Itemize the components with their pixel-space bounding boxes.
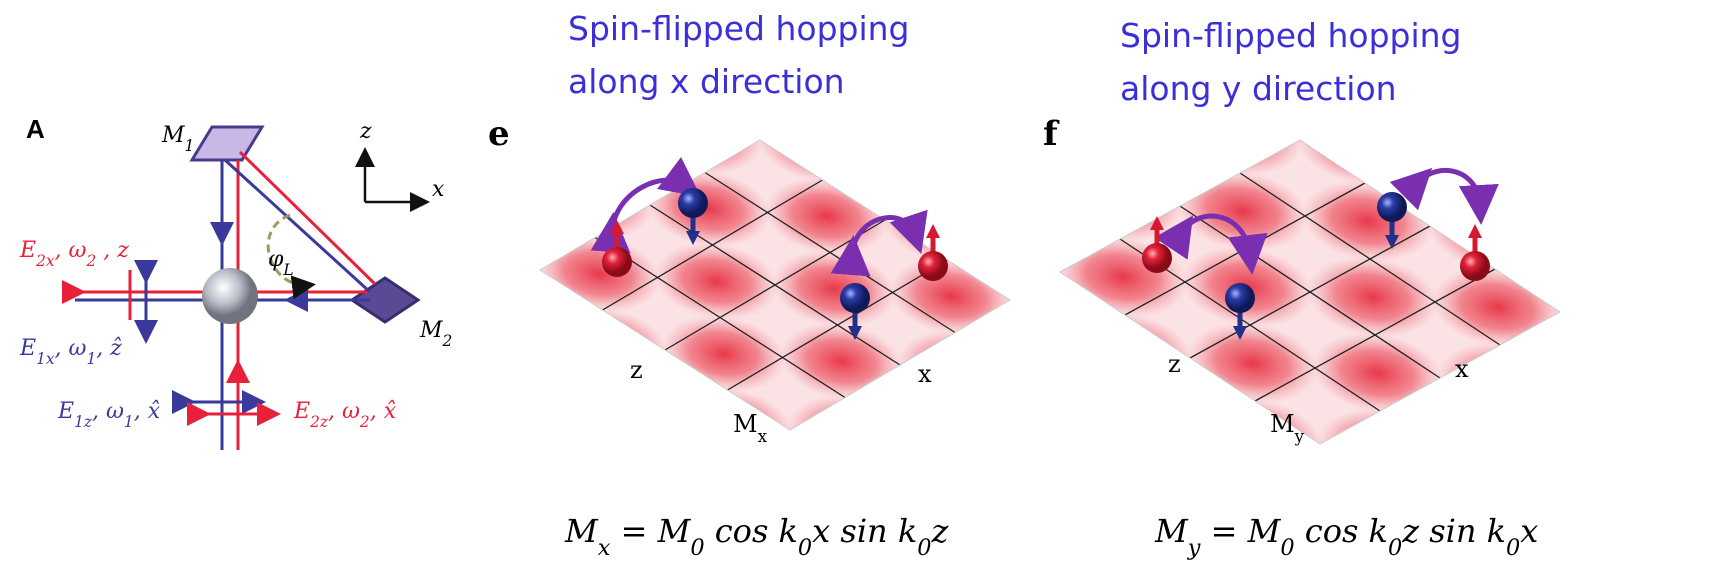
text-part: M bbox=[1270, 410, 1295, 438]
beam-label: E2z, ω2, x̂ bbox=[293, 399, 397, 431]
density-blob bbox=[1529, 260, 1709, 374]
spin-ball bbox=[1460, 251, 1490, 281]
panel-label: e bbox=[488, 114, 510, 154]
subscript: 2x bbox=[35, 252, 55, 270]
text-part: E bbox=[19, 336, 36, 361]
subscript: 0 bbox=[1388, 535, 1402, 561]
subscript: 2z bbox=[309, 413, 329, 431]
subscript: 0 bbox=[798, 535, 812, 561]
mirror-label: M1 bbox=[161, 123, 194, 155]
beam bbox=[240, 152, 375, 284]
text-part: M bbox=[419, 318, 443, 343]
subscript: 0 bbox=[1280, 535, 1294, 561]
lattice bbox=[904, 45, 1709, 539]
spin-ball bbox=[602, 247, 632, 277]
lattice-body bbox=[904, 45, 1709, 539]
subscript: 0 bbox=[917, 535, 931, 561]
equation: Mx = M0 cos k0x sin k0z bbox=[564, 512, 949, 561]
subscript: 2 bbox=[359, 413, 370, 431]
spin-ball bbox=[1377, 192, 1407, 222]
spin-head bbox=[1468, 224, 1482, 238]
subscript: 1 bbox=[124, 413, 134, 431]
subscript: 1x bbox=[36, 350, 55, 368]
text-part: x sin k bbox=[812, 512, 917, 550]
subscript: x bbox=[598, 535, 611, 561]
subscript: y bbox=[1294, 426, 1305, 446]
mirror-label: M2 bbox=[419, 318, 452, 350]
subscript: 1z bbox=[74, 413, 93, 431]
lattice-label: Mx bbox=[733, 410, 768, 446]
text-part: , ω bbox=[328, 399, 360, 424]
beam-label: E1z, ω1, x̂ bbox=[57, 399, 161, 431]
text-part: = M bbox=[1200, 512, 1281, 550]
text-part: M bbox=[564, 512, 599, 550]
spin-ball bbox=[678, 188, 708, 218]
beam-label: E1x, ω1, ẑ bbox=[19, 336, 122, 368]
text-part: , ω bbox=[55, 238, 87, 263]
subscript: 1 bbox=[86, 350, 96, 368]
panel-f: Spin-flipped hopping along y direction f… bbox=[904, 16, 1709, 561]
beam-label: E2x, ω2 , z bbox=[19, 238, 129, 270]
subscript: L bbox=[282, 261, 293, 279]
atom bbox=[202, 268, 258, 324]
subscript: 1 bbox=[185, 137, 195, 155]
subscript: 0 bbox=[1506, 535, 1520, 561]
text-part: z bbox=[930, 512, 949, 550]
figure: A M1 M2 z x φL E2x, ω2 , z E1x, ω1, ẑ bbox=[0, 0, 1709, 578]
spin-ball bbox=[840, 283, 870, 313]
text-part: E bbox=[293, 399, 310, 424]
text-part: E bbox=[57, 399, 74, 424]
panel-e: Spin-flipped hopping along x direction e… bbox=[393, 9, 1157, 561]
text-part: M bbox=[1154, 512, 1189, 550]
mirror bbox=[192, 127, 262, 160]
text-part: , ẑ bbox=[96, 336, 122, 361]
text-part: E bbox=[19, 238, 36, 263]
text-part: , x̂ bbox=[134, 399, 161, 424]
axis-label: z bbox=[359, 119, 372, 144]
density-blob bbox=[393, 212, 569, 321]
text-part: , x̂ bbox=[370, 399, 397, 424]
text-part: φ bbox=[268, 247, 284, 272]
axis-label: x bbox=[432, 177, 445, 202]
subscript: 0 bbox=[690, 535, 704, 561]
text-part: , ω bbox=[55, 336, 87, 361]
spin-ball bbox=[1142, 243, 1172, 273]
spin-ball bbox=[1225, 283, 1255, 313]
text-part: , ω bbox=[92, 399, 124, 424]
subscript: y bbox=[1187, 535, 1201, 561]
text-part: = M bbox=[610, 512, 691, 550]
heading: along y direction bbox=[1120, 69, 1397, 108]
panel-a: A M1 M2 z x φL E2x, ω2 , z E1x, ω1, ẑ bbox=[19, 114, 452, 450]
axis-label: z bbox=[630, 356, 643, 384]
heading: Spin-flipped hopping bbox=[568, 9, 910, 48]
heading: Spin-flipped hopping bbox=[1120, 16, 1462, 55]
spin-ball bbox=[918, 251, 948, 281]
panel-label: f bbox=[1043, 114, 1060, 154]
axis-label: x bbox=[918, 360, 932, 388]
axis-label: z bbox=[1168, 350, 1181, 378]
text-part: M bbox=[161, 123, 185, 148]
text-part: cos k bbox=[705, 512, 798, 550]
text-part: cos k bbox=[1295, 512, 1388, 550]
subscript: 2 bbox=[442, 332, 453, 350]
text-part: z sin k bbox=[1401, 512, 1506, 550]
text-part: M bbox=[733, 410, 758, 438]
heading: along x direction bbox=[568, 62, 845, 101]
panel-label: A bbox=[26, 114, 45, 144]
subscript: 2 bbox=[85, 252, 96, 270]
axis-label: x bbox=[1455, 355, 1469, 383]
text-part: x bbox=[1520, 512, 1538, 550]
hop-arrow bbox=[1418, 170, 1480, 205]
spin-head bbox=[926, 224, 940, 238]
beam bbox=[225, 160, 370, 292]
lattice-plane bbox=[904, 45, 1709, 539]
equation: My = M0 cos k0z sin k0x bbox=[1154, 512, 1538, 561]
subscript: x bbox=[758, 426, 768, 446]
text-part: , z bbox=[96, 238, 129, 263]
